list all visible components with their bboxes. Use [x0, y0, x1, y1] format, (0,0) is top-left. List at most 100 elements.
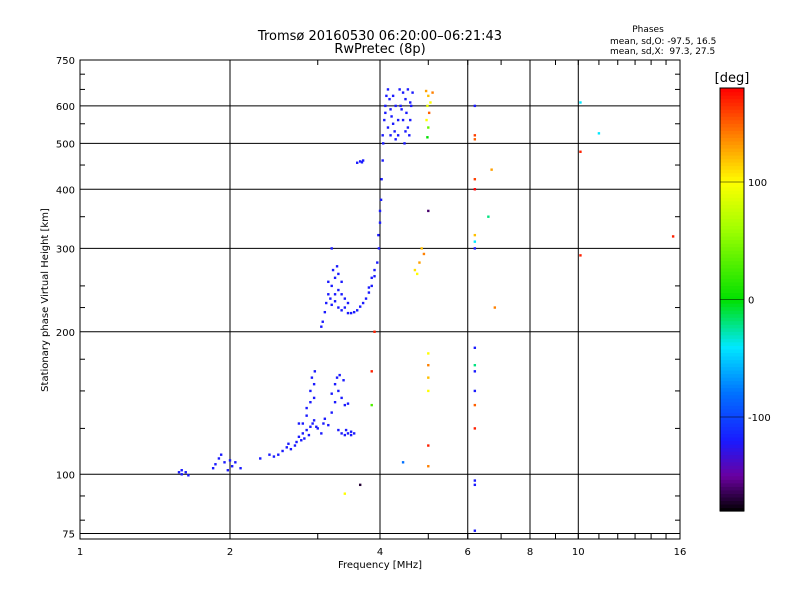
colorbar-segment: [720, 221, 744, 227]
o-mode-point: [340, 309, 343, 312]
colorbar-segment: [720, 204, 744, 209]
colorbar-segment: [720, 190, 744, 195]
o-mode-point: [335, 265, 339, 268]
colorbar-segment: [720, 327, 744, 332]
x-mode-point: [473, 178, 477, 181]
o-mode-point: [378, 209, 382, 213]
colorbar-segment: [720, 95, 744, 100]
colorbar-segment: [720, 493, 744, 498]
colorbar-segment: [720, 429, 744, 435]
colorbar-segment: [720, 105, 744, 110]
colorbar-segment: [720, 176, 744, 181]
o-mode-point: [327, 293, 330, 296]
o-mode-point: [401, 91, 405, 94]
colorbar-segment: [720, 278, 744, 283]
y-tick-label: 600: [56, 102, 75, 113]
x-mode-point: [427, 363, 430, 367]
o-mode-point: [355, 161, 359, 164]
o-mode-point: [217, 457, 221, 460]
colorbar-segment: [720, 295, 744, 301]
x-mode-point: [490, 168, 493, 171]
colorbar-segment: [720, 158, 744, 163]
colorbar-segment: [720, 183, 744, 188]
o-mode-point: [335, 376, 339, 379]
x-mode-point: [373, 330, 376, 333]
o-mode-point: [340, 280, 343, 284]
o-mode-point: [327, 280, 330, 284]
colorbar-segment: [720, 133, 744, 138]
x-mode-point: [579, 254, 582, 257]
o-mode-point: [386, 126, 390, 129]
colorbar-segment: [720, 169, 744, 174]
o-mode-point: [389, 108, 392, 111]
colorbar-segment: [720, 239, 744, 244]
o-mode-point: [228, 459, 232, 462]
o-mode-point: [337, 288, 340, 292]
o-mode-point: [309, 400, 312, 404]
x-tick-label: 10: [572, 547, 585, 558]
o-mode-point: [323, 310, 327, 314]
o-mode-point: [337, 272, 340, 276]
colorbar-segment: [720, 200, 744, 205]
o-mode-point: [381, 159, 384, 162]
colorbar-segment: [720, 401, 744, 406]
o-mode-point: [177, 471, 181, 474]
x-tick-label: 4: [377, 547, 383, 558]
o-mode-point: [180, 473, 183, 476]
x-mode-point: [427, 209, 430, 213]
colorbar-segment: [720, 331, 744, 336]
x-mode-point: [579, 150, 582, 153]
o-mode-point: [320, 325, 323, 328]
o-mode-point: [307, 433, 311, 437]
o-mode-point: [358, 305, 362, 308]
colorbar-segment: [720, 468, 744, 473]
x-mode-point: [473, 138, 477, 141]
colorbar-segment: [720, 486, 744, 491]
o-mode-point: [226, 469, 230, 472]
x-mode-point: [426, 136, 429, 139]
o-mode-point: [301, 422, 305, 425]
colorbar-segment: [720, 482, 744, 487]
o-mode-point: [342, 379, 345, 382]
o-mode-point: [349, 433, 353, 437]
o-mode-point: [333, 382, 337, 386]
o-mode-point: [384, 104, 387, 108]
x-mode-point: [473, 427, 477, 430]
o-mode-point: [214, 463, 217, 466]
o-mode-point: [399, 104, 402, 108]
o-mode-point: [394, 138, 397, 141]
colorbar-segment: [720, 303, 744, 308]
o-mode-point: [370, 284, 373, 288]
colorbar-segment: [720, 373, 744, 378]
o-mode-point: [352, 310, 356, 314]
colorbar-segment: [720, 408, 744, 413]
colorbar-segment: [720, 292, 744, 297]
x-mode-point: [418, 261, 421, 264]
x-mode-point: [343, 492, 347, 495]
colorbar-segment: [720, 299, 744, 304]
colorbar-segment: [720, 243, 744, 248]
x-mode-point: [427, 444, 430, 447]
o-mode-point: [320, 432, 323, 435]
colorbar-segment: [720, 281, 744, 286]
o-mode-point: [473, 479, 477, 482]
colorbar-segment: [720, 334, 744, 339]
o-mode-point: [473, 529, 477, 532]
colorbar-segment: [720, 98, 744, 103]
data-points: [177, 88, 675, 532]
chart-subtitle: RwPretec (8p): [334, 42, 425, 57]
colorbar-segment: [720, 415, 744, 420]
colorbar-segment: [720, 271, 744, 276]
colorbar-segment: [720, 380, 744, 385]
colorbar-segment: [720, 207, 744, 212]
y-tick-label: 75: [62, 529, 75, 540]
x-mode-point: [415, 272, 419, 276]
o-mode-point: [285, 446, 288, 449]
o-mode-point: [327, 423, 330, 427]
o-mode-point: [297, 435, 301, 439]
o-mode-point: [409, 101, 412, 104]
o-mode-point: [343, 306, 347, 309]
o-mode-point: [340, 293, 343, 296]
colorbar-segment: [720, 500, 744, 505]
colorbar-tick-label: -100: [748, 413, 771, 424]
